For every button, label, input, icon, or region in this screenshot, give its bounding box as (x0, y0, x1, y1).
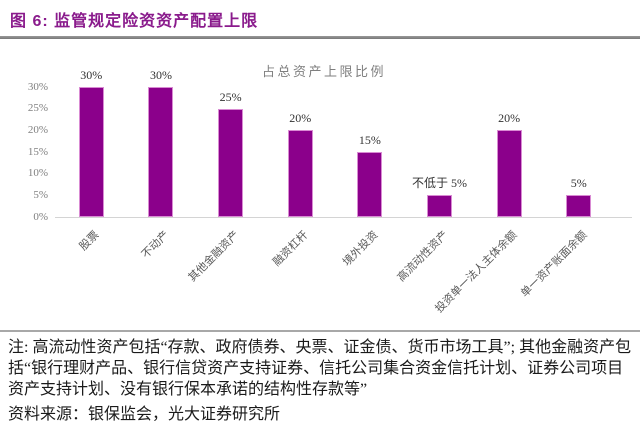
x-axis-category-label: 股票 (77, 229, 102, 254)
bar (78, 87, 104, 217)
figure-title: 图 6: 监管规定险资资产配置上限 (10, 13, 259, 30)
bar-value-label: 30% (80, 68, 103, 82)
chart-title: 占总资产上限比例 (262, 64, 387, 79)
bar-value-label: 20% (289, 111, 312, 126)
x-axis-category-label: 单一资产账面余额 (518, 229, 590, 300)
bar-value-label: 30% (149, 68, 172, 82)
note-divider (0, 330, 640, 332)
bar-value-label: 5% (570, 176, 587, 191)
bar (566, 195, 592, 217)
bar (287, 130, 313, 217)
x-axis-category-label: 融资杠杆 (271, 229, 311, 269)
y-axis-tick-label: 30% (27, 80, 48, 93)
bar (218, 108, 244, 217)
figure-source: 资料来源：银保监会，光大证券研究所 (8, 406, 281, 423)
figure-note: 注: 高流动性资产包括“存款、政府债券、央票、证金债、货币市场工具”; 其他金融… (8, 339, 632, 398)
bar-value-label: 25% (219, 89, 242, 104)
y-axis-tick-label: 15% (27, 145, 48, 158)
x-axis-category-label: 高流动性资产 (394, 229, 450, 285)
y-axis-tick-label: 5% (33, 188, 48, 201)
x-axis-category-label: 其他金融资产 (185, 229, 242, 285)
y-axis-tick-label: 20% (27, 123, 48, 136)
bar (357, 152, 383, 217)
y-axis-tick-label: 0% (33, 210, 48, 223)
x-axis-line (55, 217, 632, 218)
bar (496, 130, 522, 217)
title-divider (0, 36, 640, 39)
x-axis-category-label: 境外投资 (340, 229, 381, 269)
y-axis-tick-label: 25% (27, 102, 48, 115)
x-axis-category-label: 不动产 (139, 229, 172, 261)
bar-value-label: 不低于 5% (412, 176, 467, 191)
x-axis-category-label: 投资单一法人主体余额 (433, 229, 520, 316)
bar-value-label: 20% (498, 111, 521, 126)
bar (148, 87, 174, 217)
y-axis-tick-label: 10% (27, 167, 48, 180)
bar-chart: 占总资产上限比例 0% 5% 10% 15% 20% 25% 30% 30% 股票 30% 不动产 2… (0, 42, 640, 330)
bar (427, 195, 452, 217)
bar-value-label: 15% (358, 133, 381, 147)
